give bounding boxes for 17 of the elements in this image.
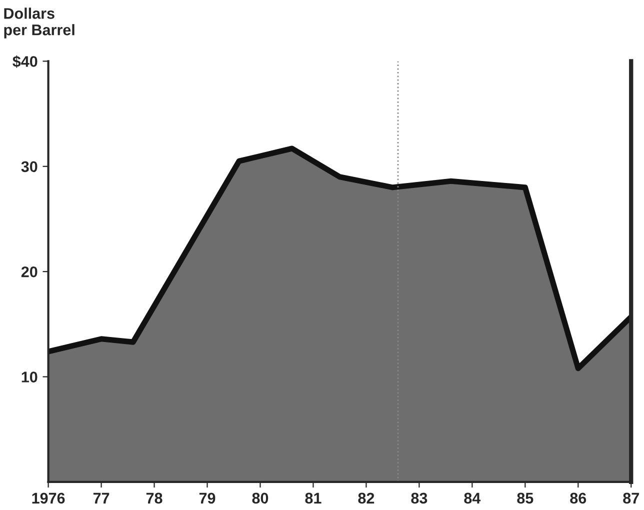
x-tick-label: 85: [517, 492, 534, 504]
y-tick-label: 20: [21, 266, 38, 278]
x-tick-label: 83: [411, 492, 428, 504]
x-tick-label: 84: [464, 492, 481, 504]
x-tick-label: 80: [252, 492, 268, 504]
y-axis-title: Dollars per Barrel: [4, 8, 74, 38]
y-tick-label: $40: [12, 55, 38, 68]
x-tick-label: 77: [93, 492, 110, 504]
x-tick-label: 79: [199, 492, 216, 504]
x-tick-label: 87: [623, 492, 639, 504]
x-tick-label: 86: [570, 492, 586, 504]
x-tick-label: 81: [305, 492, 322, 504]
x-tick-label: 1976: [32, 492, 65, 504]
x-tick-label: 78: [146, 492, 162, 504]
x-tick-label: 82: [358, 492, 374, 504]
y-tick-label: 30: [21, 161, 38, 172]
y-tick-label: 10: [22, 372, 38, 382]
